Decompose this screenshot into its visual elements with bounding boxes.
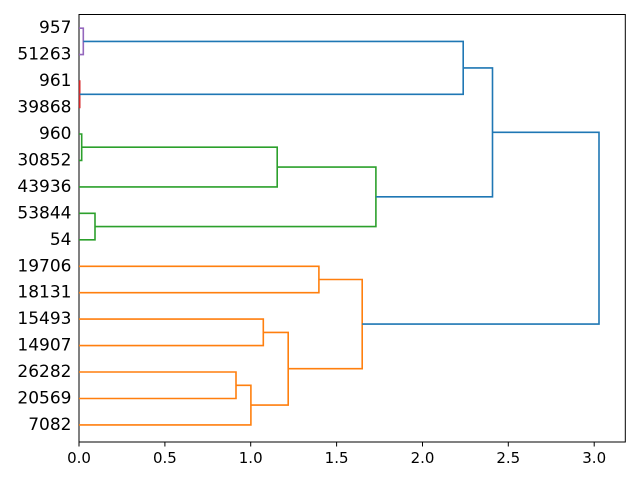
leaf-label-39868: 39868 — [17, 98, 71, 118]
x-tick-label-2.5: 2.5 — [496, 449, 520, 467]
x-tick-label-3.0: 3.0 — [582, 449, 606, 467]
leaf-label-19706: 19706 — [17, 256, 71, 276]
x-tick-label-2.0: 2.0 — [411, 449, 435, 467]
dendrogram-link-M6 — [79, 212, 96, 241]
leaf-label-7082: 7082 — [28, 415, 71, 435]
dendrogram-link-M5 — [79, 146, 278, 188]
leaf-label-18131: 18131 — [17, 283, 71, 303]
leaf-label-26282: 26282 — [17, 362, 71, 382]
dendrogram-link-M2 — [78, 80, 81, 109]
dendrogram-link-M3 — [79, 40, 464, 96]
x-tick-label-1.0: 1.0 — [239, 449, 263, 467]
dendrogram-link-M11 — [79, 371, 237, 400]
leaf-label-14907: 14907 — [17, 336, 71, 356]
dendrogram-link-M15 — [362, 131, 600, 325]
x-tick-label-0.0: 0.0 — [67, 449, 91, 467]
dendrogram-link-M9 — [79, 265, 320, 294]
dendrogram-link-M10 — [79, 318, 265, 347]
x-tick-label-0.5: 0.5 — [153, 449, 177, 467]
dendrogram-link-M1 — [79, 27, 85, 56]
leaf-label-43936: 43936 — [17, 177, 71, 197]
dendrogram-link-M13 — [250, 331, 289, 406]
dendrogram-link-M8 — [375, 67, 494, 198]
plot-border — [78, 14, 626, 443]
leaf-label-53844: 53844 — [17, 203, 71, 223]
leaf-label-51263: 51263 — [17, 45, 71, 65]
leaf-label-20569: 20569 — [17, 389, 71, 409]
leaf-label-54: 54 — [50, 230, 72, 250]
x-tick-label-1.5: 1.5 — [325, 449, 349, 467]
leaf-label-15493: 15493 — [17, 309, 71, 329]
leaf-label-957: 957 — [39, 18, 71, 38]
dendrogram-link-M7 — [95, 166, 377, 228]
leaf-label-30852: 30852 — [17, 150, 71, 170]
leaf-label-960: 960 — [39, 124, 71, 144]
dendrogram-link-M12 — [79, 384, 252, 426]
leaf-label-961: 961 — [39, 71, 71, 91]
